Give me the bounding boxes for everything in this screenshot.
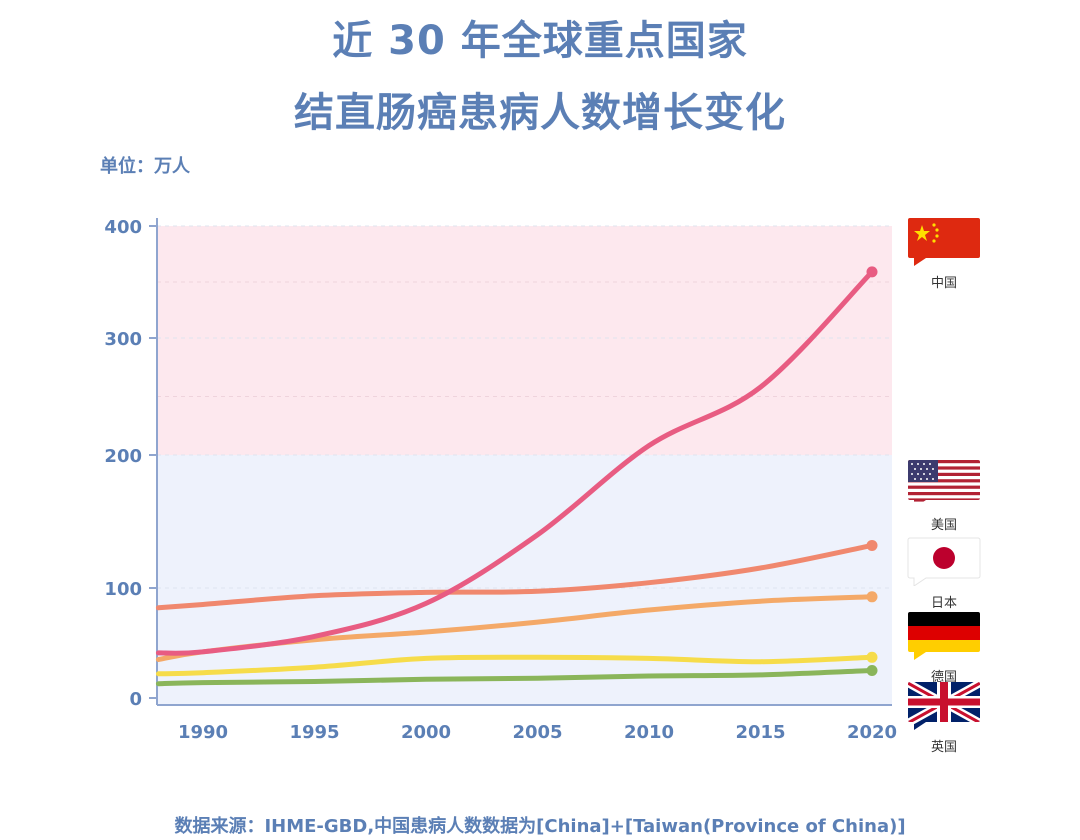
x-tick-label: 2020: [847, 722, 897, 743]
chart-title-line-2: 结直肠癌患病人数增长变化: [294, 90, 786, 136]
x-tick-label: 1990: [178, 722, 228, 743]
series-end-point-3: [866, 651, 878, 663]
legend-germany: 德国: [906, 610, 982, 685]
x-tick-label: 2010: [624, 722, 674, 743]
series-line-1: [155, 542, 875, 611]
y-tick-label: 400: [104, 217, 142, 238]
y-tick-label: 100: [104, 579, 142, 600]
source-note: 数据来源：IHME-GBD,中国患病人数数据为[China]+[Taiwan(P…: [174, 816, 906, 837]
japan-flag-icon: [907, 537, 981, 587]
legend-usa: 美国: [906, 458, 982, 533]
x-tick-label: 2015: [735, 722, 785, 743]
legend-label-japan: 日本: [930, 596, 957, 611]
series-end-point-2: [866, 591, 878, 603]
background-band: [157, 226, 892, 455]
unit-label: 单位：万人: [100, 156, 190, 177]
series-end-point-4: [866, 665, 878, 676]
x-tick-label: 2005: [512, 722, 562, 743]
series-line-4: [155, 668, 875, 687]
x-tick-label: 2000: [401, 722, 451, 743]
usa-flag-icon: [908, 460, 980, 508]
legend-label-china: 中国: [930, 276, 957, 291]
y-tick-label: 300: [104, 329, 142, 350]
series-end-point-1: [866, 539, 878, 551]
uk-flag-icon: [908, 682, 980, 730]
series-end-point-0: [866, 266, 878, 278]
y-tick-label: 200: [104, 446, 142, 467]
series-line-0: [155, 269, 875, 656]
legend-uk: 英国: [906, 680, 982, 755]
legend-label-usa: 美国: [930, 518, 957, 533]
legend-china: 中国: [906, 216, 982, 291]
chart-title-line-1: 近 30 年全球重点国家: [332, 18, 748, 64]
china-flag-icon: [908, 218, 980, 266]
legend-label-germany: 德国: [930, 670, 957, 685]
germany-flag-icon: [908, 612, 980, 660]
y-tick-label: 0: [129, 689, 142, 710]
x-tick-label: 1995: [289, 722, 339, 743]
series-line-3: [155, 654, 875, 677]
legend-label-uk: 英国: [930, 740, 957, 755]
legend-japan: 日本: [906, 536, 982, 611]
